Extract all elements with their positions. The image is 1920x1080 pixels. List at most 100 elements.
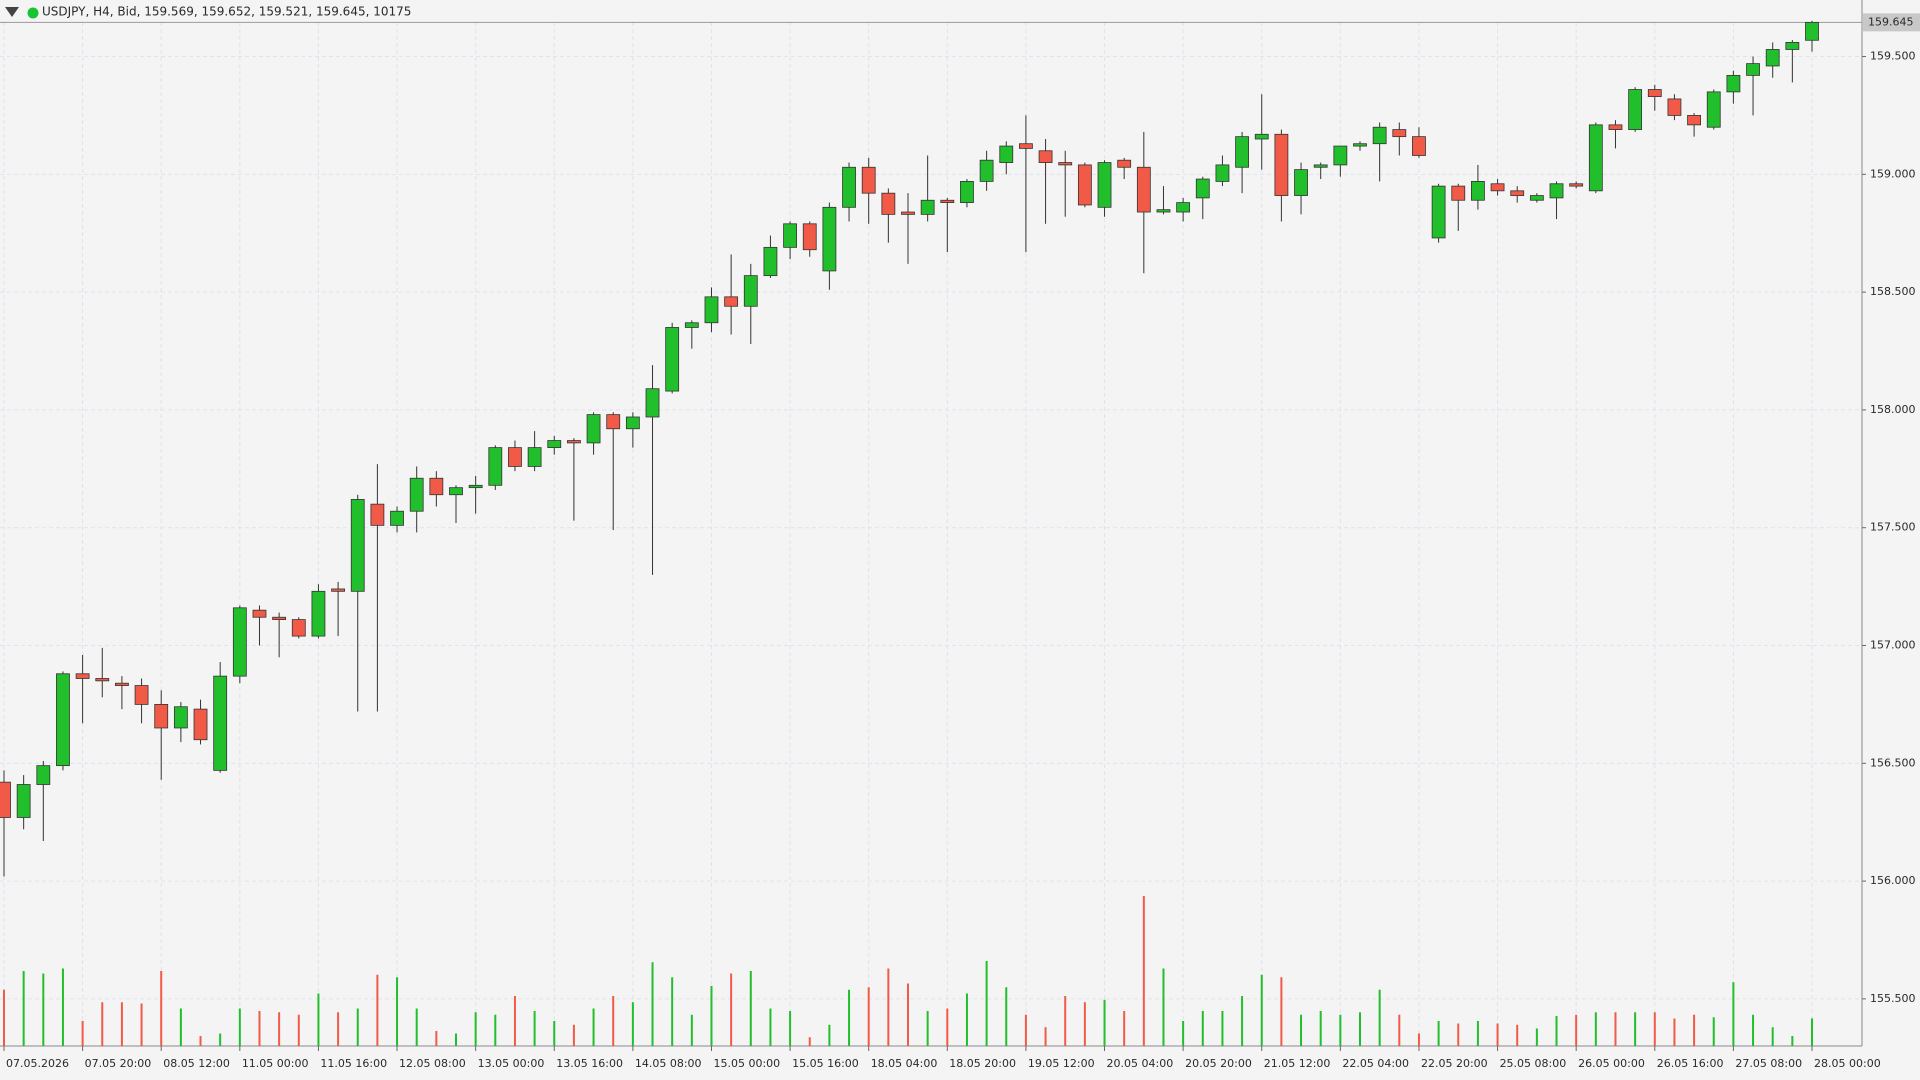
candle-body (1588, 124, 1603, 192)
menu-triangle[interactable] (5, 7, 19, 17)
volume-bar (3, 989, 5, 1046)
candle-body (232, 607, 247, 677)
volume-bar (612, 996, 615, 1046)
volume-bar (1280, 977, 1283, 1046)
volume-bar (435, 1031, 438, 1046)
volume-bar (1614, 1012, 1617, 1046)
volume-bar (1221, 1011, 1224, 1046)
volume-bar (1201, 1011, 1204, 1046)
x-tick-label: 21.05 12:00 (1264, 1057, 1331, 1070)
volume-bar (474, 1012, 477, 1046)
candle-body (567, 440, 581, 444)
candle-body (1019, 143, 1033, 149)
candle-body (1333, 145, 1348, 166)
candle-body (1372, 126, 1387, 145)
candle-body (1176, 202, 1191, 213)
volume-bar (120, 1002, 123, 1046)
candle-body (1392, 129, 1407, 138)
candle-body (684, 322, 699, 328)
x-tick-label: 12.05 08:00 (399, 1057, 466, 1070)
candle-body (1628, 89, 1643, 130)
volume-bar (42, 973, 45, 1046)
candle-body (1038, 150, 1053, 163)
volume-bar (1535, 1028, 1538, 1046)
volume-bar (828, 1024, 831, 1046)
candle-body (802, 223, 817, 251)
x-tick-label: 26.05 16:00 (1657, 1057, 1724, 1070)
candle-body (1805, 21, 1819, 41)
candle-body (842, 166, 856, 208)
volume-bar (1653, 1012, 1656, 1046)
x-tick-label: 14.05 08:00 (635, 1057, 702, 1070)
x-tick-label: 13.05 16:00 (556, 1057, 623, 1070)
x-tick-label: 15.05 00:00 (713, 1057, 780, 1070)
volume-bar (651, 962, 654, 1046)
volume-bar (1083, 1002, 1086, 1046)
volume-bar (513, 996, 516, 1046)
candle-body (350, 499, 365, 592)
candle-body (1706, 91, 1721, 128)
candle-body (1254, 133, 1269, 140)
candle-body (1569, 183, 1584, 187)
candle-body (1687, 115, 1701, 126)
x-tick-label: 25.05 08:00 (1500, 1057, 1567, 1070)
volume-bar (867, 987, 870, 1046)
volume-bar (769, 1008, 772, 1046)
volume-bar (1673, 1018, 1676, 1046)
volume-bar (907, 983, 909, 1046)
volume-bar (1712, 1017, 1715, 1046)
volume-bar (1024, 1014, 1027, 1046)
x-tick-label: 11.05 16:00 (320, 1057, 387, 1070)
x-tick-label: 20.05 20:00 (1185, 1057, 1252, 1070)
candle-body (0, 781, 11, 818)
candle-body (645, 388, 660, 418)
volume-bar (278, 1012, 281, 1046)
volume-bar (1555, 1016, 1558, 1046)
volume-bar (1457, 1023, 1460, 1046)
x-tick-label: 22.05 20:00 (1421, 1057, 1488, 1070)
candle-body (1490, 183, 1505, 192)
x-tick-label: 15.05 16:00 (792, 1057, 859, 1070)
volume-bar (1064, 996, 1067, 1046)
volume-bar (1693, 1014, 1696, 1046)
candle-body (586, 414, 601, 444)
volume-bar (946, 1008, 949, 1046)
candle-body (1274, 133, 1289, 196)
volume-bar (1516, 1024, 1519, 1046)
candle-body (625, 416, 640, 430)
volume-bar (985, 961, 988, 1046)
candle-body (1746, 63, 1760, 76)
candle-body (173, 706, 188, 729)
candle-body (429, 477, 444, 496)
volume-bar (101, 1002, 104, 1046)
x-tick-label: 08.05 12:00 (163, 1057, 230, 1070)
volume-bar (1005, 987, 1008, 1046)
candle-body (1785, 42, 1800, 50)
candle-body (960, 181, 974, 204)
candle-body (311, 590, 326, 637)
volume-bar (61, 968, 64, 1046)
volume-bar (1417, 1033, 1420, 1046)
volume-bar (415, 1008, 418, 1046)
candle-body (16, 784, 31, 818)
x-tick-label: 13.05 00:00 (478, 1057, 545, 1070)
candle-body (1117, 159, 1132, 168)
status-dot (27, 7, 39, 19)
volume-bar (789, 1011, 792, 1046)
candle-body (822, 206, 837, 272)
volume-bar (219, 1033, 222, 1046)
candle-body (724, 296, 739, 307)
volume-bar (671, 977, 674, 1046)
x-tick-label: 07.05.2026 (6, 1057, 69, 1070)
y-tick-label: 158.000 (1870, 403, 1916, 416)
candle-body (665, 327, 680, 392)
volume-bar (1319, 1011, 1322, 1046)
volume-bar (1496, 1023, 1499, 1046)
candle-body (390, 510, 404, 526)
candle-body (1058, 162, 1073, 166)
volume-bar (533, 1011, 536, 1046)
volume-bar (1339, 1014, 1342, 1046)
candle-body (409, 477, 424, 512)
volume-bar (690, 1014, 693, 1046)
